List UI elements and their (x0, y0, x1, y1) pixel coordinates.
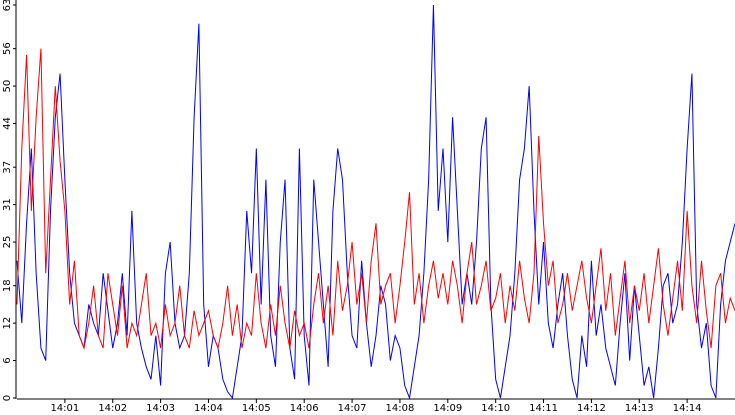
y-tick-label: 12 (2, 317, 13, 330)
x-tick-label: 14:13 (625, 403, 654, 414)
y-tick-label: 50 (2, 80, 13, 93)
x-tick-label: 14:12 (577, 403, 606, 414)
y-tick-label: 37 (2, 161, 13, 174)
y-tick-label: 25 (2, 236, 13, 249)
x-tick-label: 14:09 (433, 403, 462, 414)
x-tick-label: 14:01 (50, 403, 79, 414)
series-line (16, 4, 735, 400)
y-tick-label: 31 (2, 198, 13, 211)
x-tick-label: 14:07 (338, 403, 367, 414)
x-tick-label: 14:03 (146, 403, 175, 414)
x-tick-label: 14:06 (290, 403, 319, 414)
y-tick-label: 63 (2, 0, 13, 11)
y-tick-label: 18 (2, 279, 13, 292)
x-tick-label: 14:11 (529, 403, 558, 414)
x-tick-label: 14:04 (194, 403, 223, 414)
x-tick-label: 14:05 (242, 403, 271, 414)
y-tick-label: 56 (2, 42, 13, 55)
y-tick-label: 44 (2, 117, 13, 130)
series-line (16, 48, 735, 350)
y-tick-label: 6 (2, 357, 13, 363)
y-tick-label: 0 (2, 395, 13, 401)
x-tick-label: 14:08 (386, 403, 415, 414)
x-tick-label: 14:10 (481, 403, 510, 414)
x-tick-label: 14:14 (673, 403, 702, 414)
x-tick-label: 14:02 (98, 403, 127, 414)
